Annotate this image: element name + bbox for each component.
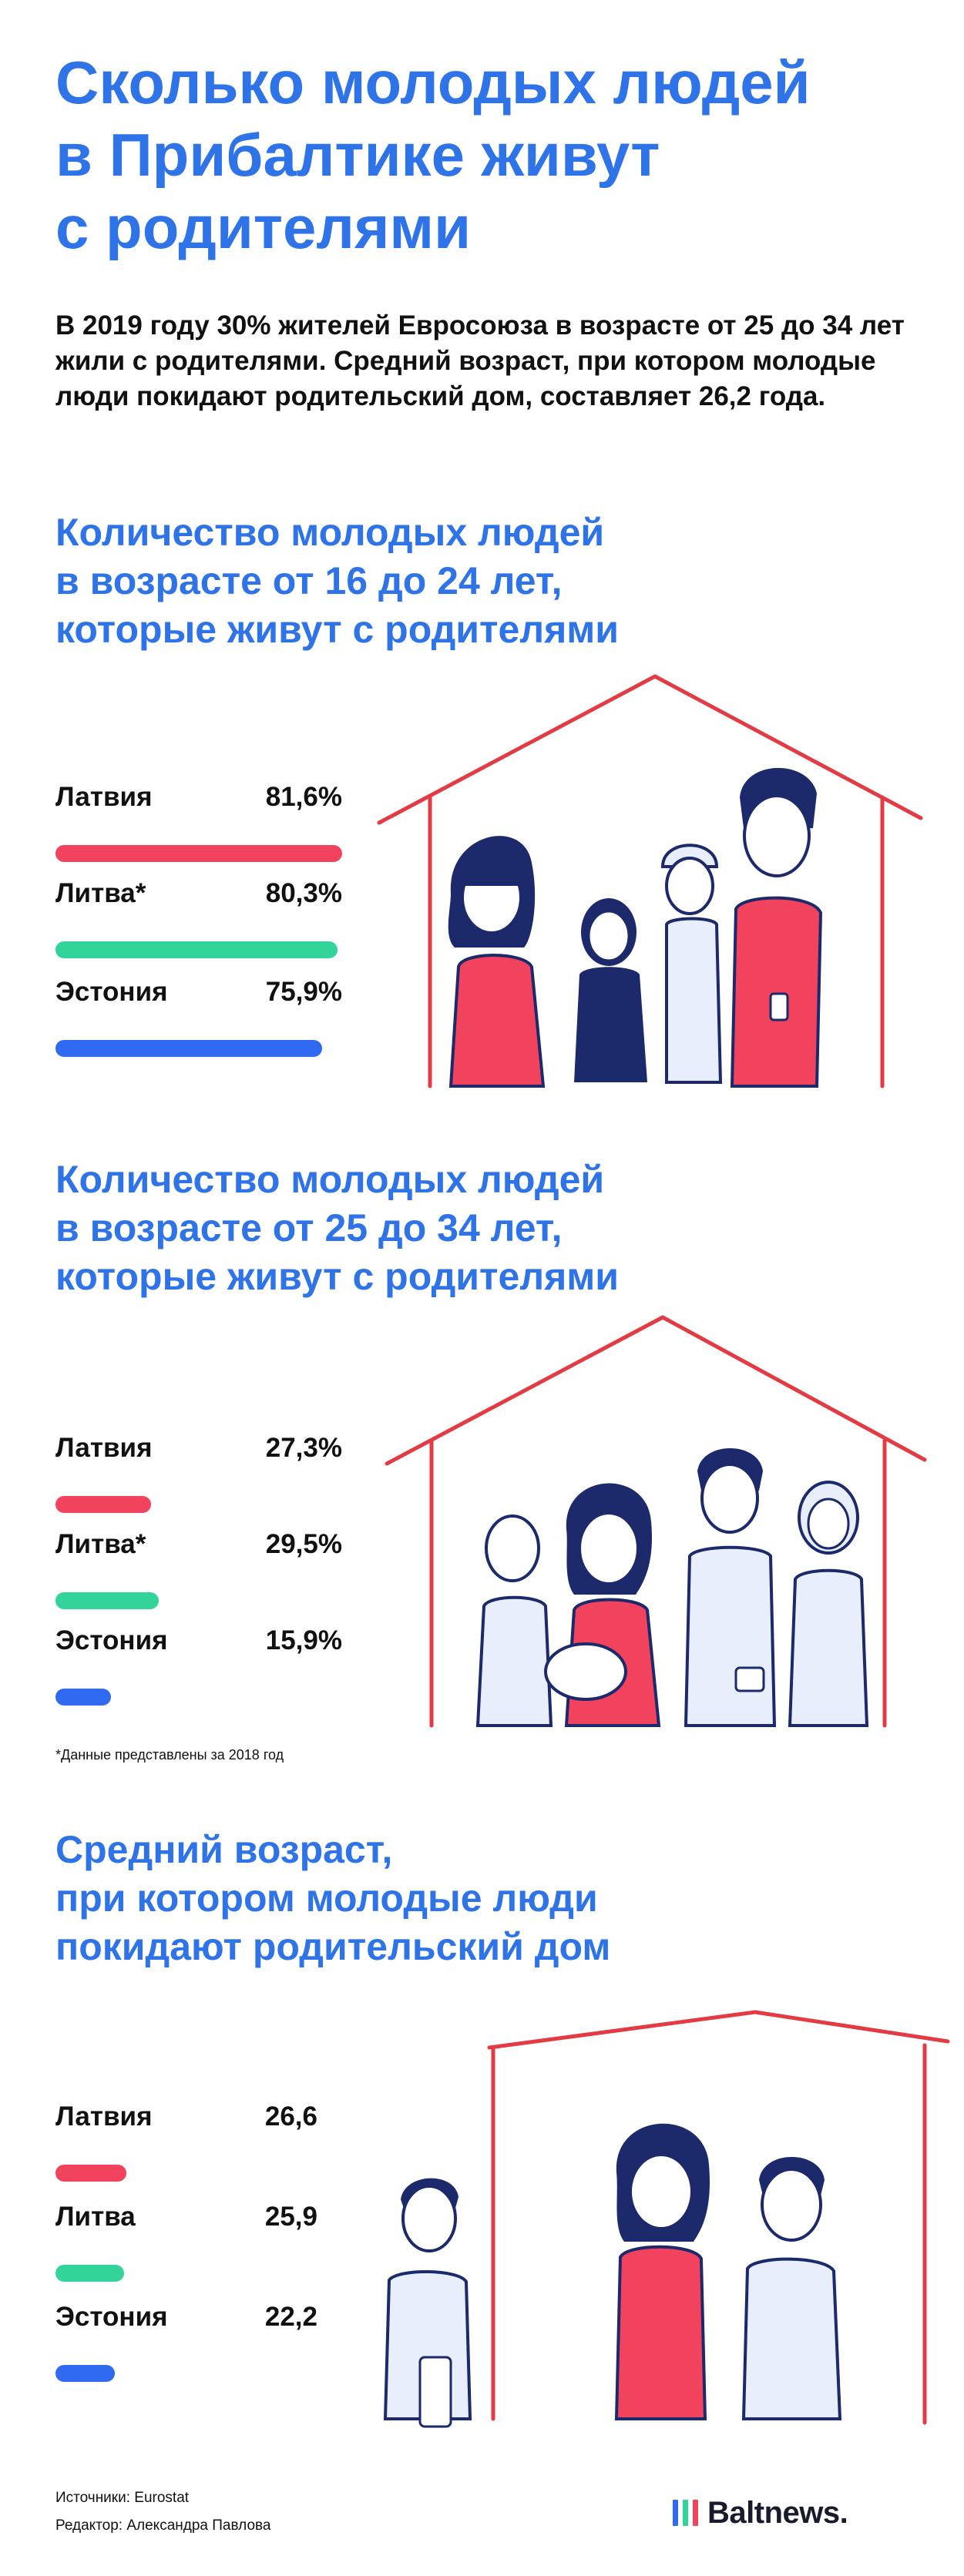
title-line-2: в Прибалтике живут bbox=[55, 121, 660, 189]
page-title: Сколько молодых людей в Прибалтике живут… bbox=[55, 46, 903, 263]
chart-3-bar bbox=[55, 2265, 125, 2282]
section-3-title-line-3: покидают родительский дом bbox=[55, 1925, 611, 1968]
chart-3-value-label: 25,9 bbox=[264, 2202, 317, 2232]
chart-3-category-label: Литва bbox=[55, 2202, 136, 2232]
chart-2-category-label: Латвия bbox=[55, 1433, 153, 1463]
chart-1-bar bbox=[55, 941, 338, 958]
chart-3-bar bbox=[55, 2365, 115, 2382]
brand-name: Baltnews. bbox=[707, 2495, 848, 2530]
family-1-illustration bbox=[448, 767, 823, 1088]
chart-1-category-label: Эстония bbox=[55, 977, 168, 1007]
chart-3-category-label: Эстония bbox=[55, 2302, 168, 2332]
chart-1-category-label: Литва* bbox=[55, 878, 146, 908]
section-3-title-line-1: Средний возраст, bbox=[55, 1828, 393, 1871]
chart-3-category-label: Латвия bbox=[55, 2101, 153, 2132]
family-2-illustration bbox=[475, 1448, 869, 1727]
chart-1-bar bbox=[55, 845, 342, 862]
family-3-illustration bbox=[383, 2123, 842, 2428]
chart-2-bar bbox=[55, 1592, 160, 1609]
sources: Источники: Eurostat bbox=[55, 2490, 190, 2506]
brand-mark-2 bbox=[683, 2500, 688, 2526]
brand-logo[interactable]: Baltnews. bbox=[673, 2494, 848, 2531]
chart-3-value-label: 22,2 bbox=[264, 2302, 317, 2332]
house-1-illustration bbox=[377, 674, 923, 1088]
editor: Редактор: Александра Павлова bbox=[55, 2517, 271, 2534]
chart-2-value-label: 29,5% bbox=[265, 1529, 342, 1559]
house-3-illustration bbox=[487, 2010, 950, 2425]
footnote: *Данные представлены за 2018 год bbox=[55, 1747, 284, 1763]
three-bars-logo-icon bbox=[673, 2500, 698, 2526]
chart-1-value-label: 80,3% bbox=[265, 878, 342, 908]
section-2-title-line-3: которые живут с родителями bbox=[55, 1255, 620, 1298]
chart-1-category-label: Латвия bbox=[55, 782, 153, 812]
title-line-1: Сколько молодых людей bbox=[55, 49, 811, 116]
section-1-title-line-3: которые живут с родителями bbox=[55, 608, 620, 651]
section-3-title-line-2: при котором молодые люди bbox=[55, 1877, 598, 1920]
chart-3-bar bbox=[55, 2165, 126, 2182]
chart-2-category-label: Эстония bbox=[55, 1625, 168, 1655]
chart-2-bar bbox=[55, 1689, 112, 1706]
chart-2-value-label: 27,3% bbox=[265, 1433, 342, 1463]
chart-2-category-label: Литва* bbox=[55, 1529, 146, 1559]
chart-2-value-label: 15,9% bbox=[265, 1625, 342, 1655]
chart-1-value-label: 75,9% bbox=[265, 977, 342, 1007]
section-2-title: Количество молодых людей в возрасте от 2… bbox=[55, 1156, 903, 1301]
brand-mark-1 bbox=[673, 2500, 678, 2526]
intro-text: В 2019 году 30% жителей Евросоюза в возр… bbox=[55, 310, 905, 411]
section-3-title: Средний возраст, при котором молодые люд… bbox=[55, 1826, 903, 1971]
chart-2-bar bbox=[55, 1496, 152, 1513]
section-2-title-line-1: Количество молодых людей bbox=[55, 1158, 605, 1201]
chart-1-bar bbox=[55, 1040, 322, 1057]
chart-1-value-label: 81,6% bbox=[265, 782, 342, 812]
section-2-title-line-2: в возрасте от 25 до 34 лет, bbox=[55, 1206, 563, 1249]
chart-3-value-label: 26,6 bbox=[264, 2101, 317, 2132]
house-2-illustration bbox=[385, 1315, 927, 1728]
section-1-title-line-1: Количество молодых людей bbox=[55, 511, 605, 554]
brand-mark-3 bbox=[693, 2500, 698, 2526]
section-1-title: Количество молодых людей в возрасте от 1… bbox=[55, 508, 903, 654]
section-1-title-line-2: в возрасте от 16 до 24 лет, bbox=[55, 559, 563, 602]
title-line-3: с родителями bbox=[55, 193, 472, 261]
